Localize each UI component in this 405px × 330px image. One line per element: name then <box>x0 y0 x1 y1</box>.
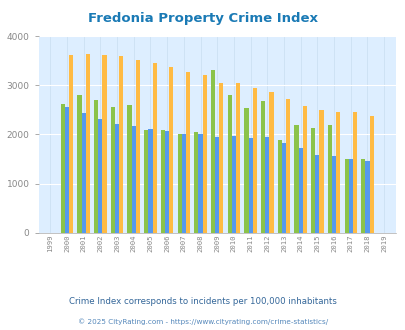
Bar <box>319 110 323 233</box>
Bar <box>127 105 131 233</box>
Bar <box>235 83 240 233</box>
Bar <box>164 131 169 233</box>
Bar <box>252 88 256 233</box>
Bar <box>94 100 98 233</box>
Bar <box>227 95 231 233</box>
Bar <box>310 128 315 233</box>
Bar <box>348 159 352 233</box>
Bar <box>98 119 102 233</box>
Bar <box>277 140 281 233</box>
Bar <box>219 83 223 233</box>
Bar <box>194 132 198 233</box>
Bar <box>119 56 123 233</box>
Bar <box>144 130 148 233</box>
Bar <box>352 113 356 233</box>
Bar <box>360 159 364 233</box>
Bar <box>327 125 331 233</box>
Bar <box>335 112 339 233</box>
Bar <box>148 129 152 233</box>
Bar <box>369 116 373 233</box>
Bar <box>231 136 235 233</box>
Text: © 2025 CityRating.com - https://www.cityrating.com/crime-statistics/: © 2025 CityRating.com - https://www.city… <box>78 318 327 325</box>
Bar <box>315 154 319 233</box>
Bar <box>281 143 286 233</box>
Bar <box>215 137 219 233</box>
Bar <box>294 125 298 233</box>
Bar <box>169 67 173 233</box>
Bar <box>160 130 164 233</box>
Bar <box>331 156 335 233</box>
Bar <box>65 107 69 233</box>
Bar <box>136 60 140 233</box>
Bar <box>260 101 264 233</box>
Bar <box>302 106 306 233</box>
Bar <box>69 55 73 233</box>
Bar <box>85 54 90 233</box>
Bar <box>269 92 273 233</box>
Text: Crime Index corresponds to incidents per 100,000 inhabitants: Crime Index corresponds to incidents per… <box>69 297 336 307</box>
Bar <box>364 161 369 233</box>
Bar <box>244 109 248 233</box>
Bar <box>115 124 119 233</box>
Bar <box>60 104 65 233</box>
Bar <box>81 114 85 233</box>
Bar <box>202 75 206 233</box>
Bar <box>131 126 136 233</box>
Bar <box>211 70 215 233</box>
Bar <box>102 55 107 233</box>
Bar <box>181 135 185 233</box>
Bar <box>185 72 190 233</box>
Bar <box>286 99 290 233</box>
Bar <box>344 159 348 233</box>
Text: Fredonia Property Crime Index: Fredonia Property Crime Index <box>88 12 317 25</box>
Bar <box>248 138 252 233</box>
Bar <box>177 135 181 233</box>
Bar <box>298 148 302 233</box>
Bar <box>198 135 202 233</box>
Bar <box>264 137 269 233</box>
Bar <box>111 108 115 233</box>
Bar <box>77 95 81 233</box>
Bar <box>152 63 156 233</box>
